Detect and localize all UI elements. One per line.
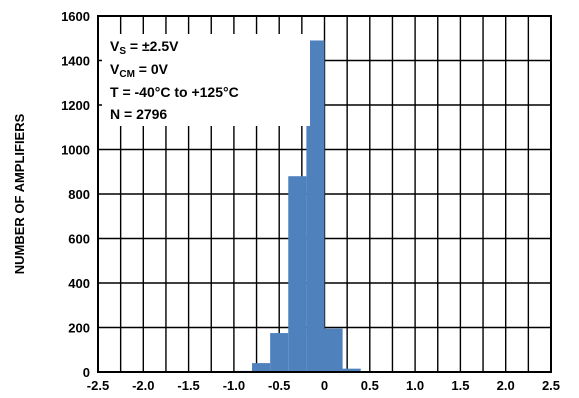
x-tick-label: 1.0 <box>406 378 424 393</box>
plot-frame <box>97 15 552 373</box>
y-tick-label: 400 <box>68 276 90 291</box>
y-tick-label: 200 <box>68 321 90 336</box>
annotation-cm-symbol: V <box>110 61 120 77</box>
y-tick-label: 0 <box>83 365 90 380</box>
annotation-temperature-range: T = -40°C to +125°C <box>110 84 239 100</box>
y-axis-title: NUMBER OF AMPLIFIERS <box>12 113 27 274</box>
histogram-bar <box>342 368 361 372</box>
annotation-common-mode-voltage: VCM = 0V <box>110 61 169 80</box>
x-tick-label: 0 <box>321 378 328 393</box>
y-tick-label: 600 <box>68 232 90 247</box>
x-tick-label: -1.5 <box>177 378 199 393</box>
x-tick-labels: -2.5 -2.0 -1.5 -1.0 -0.5 0 0.5 1.0 1.5 2.0 2.5 <box>87 378 560 393</box>
x-tick-label: -0.5 <box>268 378 290 393</box>
annotation-background <box>102 34 310 126</box>
annotation-supply-subscript: S <box>119 46 126 57</box>
y-tick-label: 800 <box>68 187 90 202</box>
y-tick-labels: 0 200 400 600 800 1000 1200 1400 1600 <box>61 9 90 380</box>
x-tick-label: 2.0 <box>497 378 515 393</box>
annotation-cm-subscript: CM <box>119 69 135 80</box>
histogram-bar <box>252 363 271 372</box>
x-tick-label: -2.5 <box>87 378 109 393</box>
annotation-cm-value: = 0V <box>135 61 169 77</box>
histogram-bar <box>288 176 307 372</box>
annotation-supply-voltage: VS = ±2.5V <box>110 38 179 57</box>
annotation-supply-symbol: V <box>110 38 120 54</box>
bars-layer <box>233 40 361 372</box>
x-tick-label: -1.0 <box>223 378 245 393</box>
y-tick-label: 1200 <box>61 98 90 113</box>
histogram-bar <box>306 40 325 372</box>
x-tick-label: 0.5 <box>361 378 379 393</box>
x-tick-label: -2.0 <box>132 378 154 393</box>
x-tick-label: 1.5 <box>451 378 469 393</box>
histogram-bar <box>324 328 343 372</box>
y-tick-label: 1400 <box>61 54 90 69</box>
y-tick-label: 1000 <box>61 143 90 158</box>
y-tick-label: 1600 <box>61 9 90 24</box>
annotation-supply-value: = ±2.5V <box>126 38 179 54</box>
histogram-bar <box>270 333 289 372</box>
annotation-sample-count: N = 2796 <box>110 106 167 122</box>
annotation-box: VS = ±2.5V VCM = 0V T = -40°C to +125°C … <box>102 34 310 126</box>
x-tick-label: 2.5 <box>542 378 560 393</box>
